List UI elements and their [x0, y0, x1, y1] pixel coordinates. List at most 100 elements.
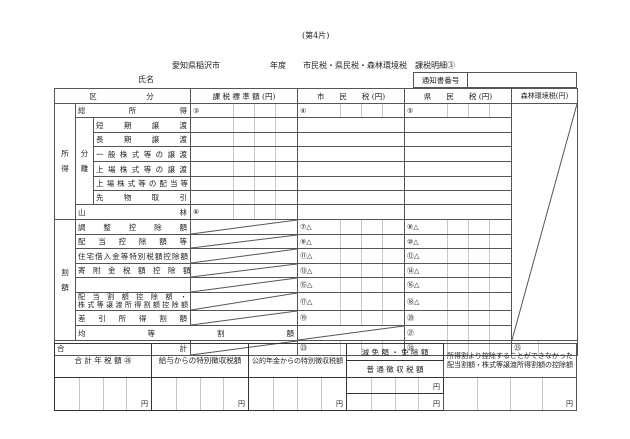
forest-tax-void — [511, 103, 579, 341]
tax-base-cell[interactable] — [190, 132, 299, 147]
group-reduction: 割 額 — [54, 219, 76, 341]
exemption-header: 減 免 額 ・ 免 除 額 — [346, 343, 444, 361]
marker: ⑦△ — [300, 223, 312, 231]
row-label — [74, 277, 192, 293]
pension-withholding-field[interactable]: 円 — [248, 377, 347, 411]
row-label: 総 所 得 — [74, 103, 192, 118]
marker: ⑱△ — [407, 297, 420, 306]
marker: ㉑ — [407, 329, 415, 337]
city-tax-cell[interactable]: ④ — [297, 103, 406, 118]
row-label: 調 整 控 除 額 — [74, 219, 192, 235]
tax-base-cell[interactable] — [190, 176, 299, 191]
marker: ⑥ — [193, 208, 200, 216]
pref-tax-cell[interactable] — [404, 204, 513, 220]
diagonal-strike — [191, 293, 297, 310]
pref-tax-cell[interactable]: ⑫△ — [404, 248, 513, 264]
marker: ③ — [193, 106, 200, 115]
header-pref-tax: 県 民 税 (円) — [404, 88, 513, 104]
yen-unit: 円 — [433, 400, 440, 408]
city-tax-cell[interactable]: ⑦△ — [297, 219, 406, 235]
city-tax-cell[interactable] — [297, 204, 406, 220]
row-label: 長 期 譲 渡 — [92, 132, 192, 147]
pref-tax-cell[interactable]: ⑳ — [404, 310, 513, 326]
tax-base-cell[interactable] — [190, 146, 299, 162]
marker: ④ — [300, 106, 307, 115]
pref-tax-cell[interactable] — [404, 176, 513, 191]
header-category: 区 分 — [53, 88, 192, 104]
yen-unit: 円 — [566, 400, 573, 408]
pref-tax-cell[interactable]: ⑧△ — [404, 219, 513, 235]
marker: ⑤ — [407, 106, 414, 115]
yen-unit: 円 — [238, 400, 245, 408]
summary-table: 合 計 年 税 額 ㉖ 給与からの特別徴収税額 公的年金からの特別徴収税額 減 … — [54, 343, 577, 411]
pref-tax-cell[interactable] — [404, 132, 513, 147]
city-tax-cell[interactable]: ⑰△ — [297, 292, 406, 311]
tax-base-void — [190, 248, 299, 264]
row-label: 差 引 所 得 割 額 — [74, 310, 192, 326]
yen-unit: 円 — [433, 383, 440, 391]
annual-total-field[interactable]: 円 — [54, 377, 152, 411]
city-tax-cell[interactable]: ⑮△ — [297, 277, 406, 293]
pref-tax-cell[interactable] — [404, 190, 513, 205]
row-label-line: 株式等譲渡所得割額控除額 — [78, 300, 189, 309]
uncredited-field[interactable]: 円 — [443, 377, 577, 411]
notice-number-field[interactable] — [467, 72, 577, 88]
tax-base-void — [297, 325, 406, 341]
marker: ⑫△ — [407, 252, 420, 260]
tax-base-void — [190, 310, 299, 326]
city-tax-cell[interactable]: ⑲ — [297, 310, 406, 326]
city-tax-cell[interactable] — [297, 161, 406, 177]
pref-tax-cell[interactable]: ⑤ — [404, 103, 513, 118]
row-label: 先 物 取 引 — [92, 190, 192, 205]
marker: ⑲ — [300, 314, 308, 322]
marker: ⑳ — [407, 314, 415, 322]
marker: ⑭△ — [407, 266, 420, 275]
salary-withholding-field[interactable]: 円 — [151, 377, 249, 411]
city-tax-cell[interactable]: ⑨△ — [297, 234, 406, 249]
marker: ⑪△ — [300, 252, 313, 260]
tax-base-void — [190, 277, 299, 293]
city-tax-cell[interactable] — [297, 146, 406, 162]
tax-base-cell[interactable] — [190, 190, 299, 205]
diagonal-strike — [512, 104, 577, 340]
row-label: 一般株式等の譲渡 — [92, 146, 192, 162]
uncredited-header: 所得割より控除することができなかった配当割額・株式等譲渡所得割額の控除額 — [443, 343, 577, 378]
tax-base-cell[interactable]: ③ — [190, 103, 299, 118]
pref-tax-cell[interactable]: ⑱△ — [404, 292, 513, 311]
row-label: 山 林 — [74, 204, 192, 220]
pref-tax-cell[interactable]: ⑭△ — [404, 263, 513, 278]
diagonal-strike — [191, 235, 297, 248]
row-label-line: 配 当 割 額 控 除 額 ・ — [78, 293, 189, 302]
header-tax-base: 課 税 標 準 額 (円) — [190, 88, 299, 104]
city-tax-cell[interactable]: ㉑ — [404, 325, 513, 341]
pref-tax-cell[interactable] — [404, 117, 513, 133]
tax-base-cell[interactable]: ⑥ — [190, 204, 299, 220]
city-tax-cell[interactable]: ⑪△ — [297, 248, 406, 264]
marker: ⑮△ — [300, 281, 313, 289]
city-tax-cell[interactable] — [297, 190, 406, 205]
yen-unit: 円 — [336, 400, 343, 408]
pension-withholding-header: 公的年金からの特別徴収税額 — [248, 343, 347, 378]
ordinary-collection-header: 普 通 徴 収 税 額 — [346, 360, 444, 378]
pref-tax-cell[interactable] — [404, 146, 513, 162]
header-forest-tax: 森林環境税(円) — [511, 88, 579, 104]
exemption-field[interactable]: 円 — [346, 377, 444, 394]
ordinary-collection-field[interactable]: 円 — [346, 393, 444, 411]
tax-base-void — [190, 234, 299, 249]
pref-tax-cell[interactable] — [404, 161, 513, 177]
city-tax-cell[interactable]: ⑬△ — [297, 263, 406, 278]
tax-base-void — [190, 219, 299, 235]
tax-base-cell[interactable] — [190, 117, 299, 133]
city-tax-cell[interactable] — [297, 117, 406, 133]
city-tax-cell[interactable] — [297, 132, 406, 147]
pref-tax-cell[interactable]: ⑯△ — [404, 277, 513, 293]
row-label: 住宅借入金等特別税額控除額 — [74, 248, 192, 264]
header-city-tax: 市 民 税 (円) — [297, 88, 406, 104]
pref-tax-cell[interactable]: ⑩△ — [404, 234, 513, 249]
row-label: 上場株式等の配当等 — [92, 176, 192, 191]
yen-unit: 円 — [141, 400, 148, 408]
city-tax-cell[interactable] — [297, 176, 406, 191]
tax-detail-table: 区 分 課 税 標 準 額 (円) 市 民 税 (円) 県 民 税 (円) 森林… — [53, 88, 579, 356]
row-label: 均 等 割 額 — [74, 325, 299, 341]
tax-base-cell[interactable] — [190, 161, 299, 177]
